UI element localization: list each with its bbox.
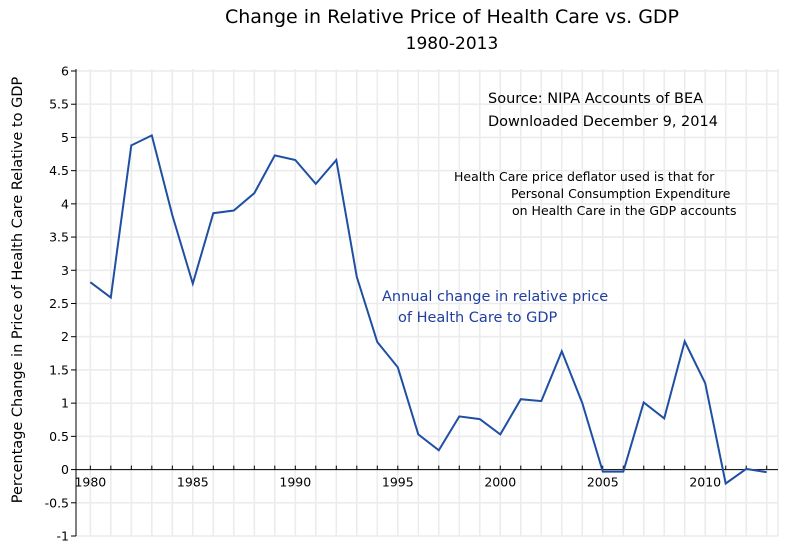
series-layer xyxy=(89,133,767,486)
annotation-note-line-1: Health Care price deflator used is that … xyxy=(454,169,715,184)
chart-subtitle: 1980-2013 xyxy=(405,34,499,54)
x-tick-label: 1995 xyxy=(382,475,414,490)
y-tick-label: -1 xyxy=(57,529,69,544)
series-label-line-2: of Health Care to GDP xyxy=(398,310,558,326)
annotation-source-line-1: Source: NIPA Accounts of BEA xyxy=(488,91,703,107)
y-tick-label: 1.5 xyxy=(49,362,69,377)
y-tick-label: 5.5 xyxy=(49,97,69,112)
series-line xyxy=(89,133,767,486)
x-tick-label: 2005 xyxy=(587,475,619,490)
x-tick-label: 1980 xyxy=(74,475,106,490)
y-tick-label: -0.5 xyxy=(45,495,69,510)
y-axis-label: Percentage Change in Price of Health Car… xyxy=(10,76,26,503)
x-tick-label: 2000 xyxy=(484,475,516,490)
y-tick-label: 2.5 xyxy=(49,296,69,311)
chart-title: Change in Relative Price of Health Care … xyxy=(224,6,680,28)
y-tick-label: 0 xyxy=(61,462,69,477)
annotation-note-line-2: Personal Consumption Expenditure xyxy=(511,186,731,201)
tick-labels: -1 -0.5 0 0.5 1 1.5 2 2.5 3 3.5 4 4.5 5 5.5 6 1980 1985 1… xyxy=(45,64,722,544)
y-tick-label: 5 xyxy=(61,130,69,145)
y-tick-label: 1 xyxy=(61,396,69,411)
series-label-line-1: Annual change in relative price xyxy=(382,289,608,305)
annotation-source-line-2: Downloaded December 9, 2014 xyxy=(488,114,718,130)
y-tick-label: 4 xyxy=(61,196,69,211)
y-tick-label: 4.5 xyxy=(49,163,69,178)
grid xyxy=(76,69,779,537)
annotation-note-line-3: on Health Care in the GDP accounts xyxy=(512,203,736,218)
x-tick-label: 2010 xyxy=(689,475,721,490)
annotation-series-label: Annual change in relative price of Healt… xyxy=(382,289,608,326)
y-tick-label: 2 xyxy=(61,329,69,344)
x-tick-label: 1985 xyxy=(177,475,209,490)
y-tick-label: 3 xyxy=(61,263,69,278)
y-tick-label: 3.5 xyxy=(49,230,69,245)
annotation-deflator-note: Health Care price deflator used is that … xyxy=(454,169,736,218)
annotation-source: Source: NIPA Accounts of BEA Downloaded … xyxy=(488,91,718,130)
y-tick-label: 0.5 xyxy=(49,429,69,444)
x-tick-label: 1990 xyxy=(279,475,311,490)
y-tick-label: 6 xyxy=(61,64,69,79)
